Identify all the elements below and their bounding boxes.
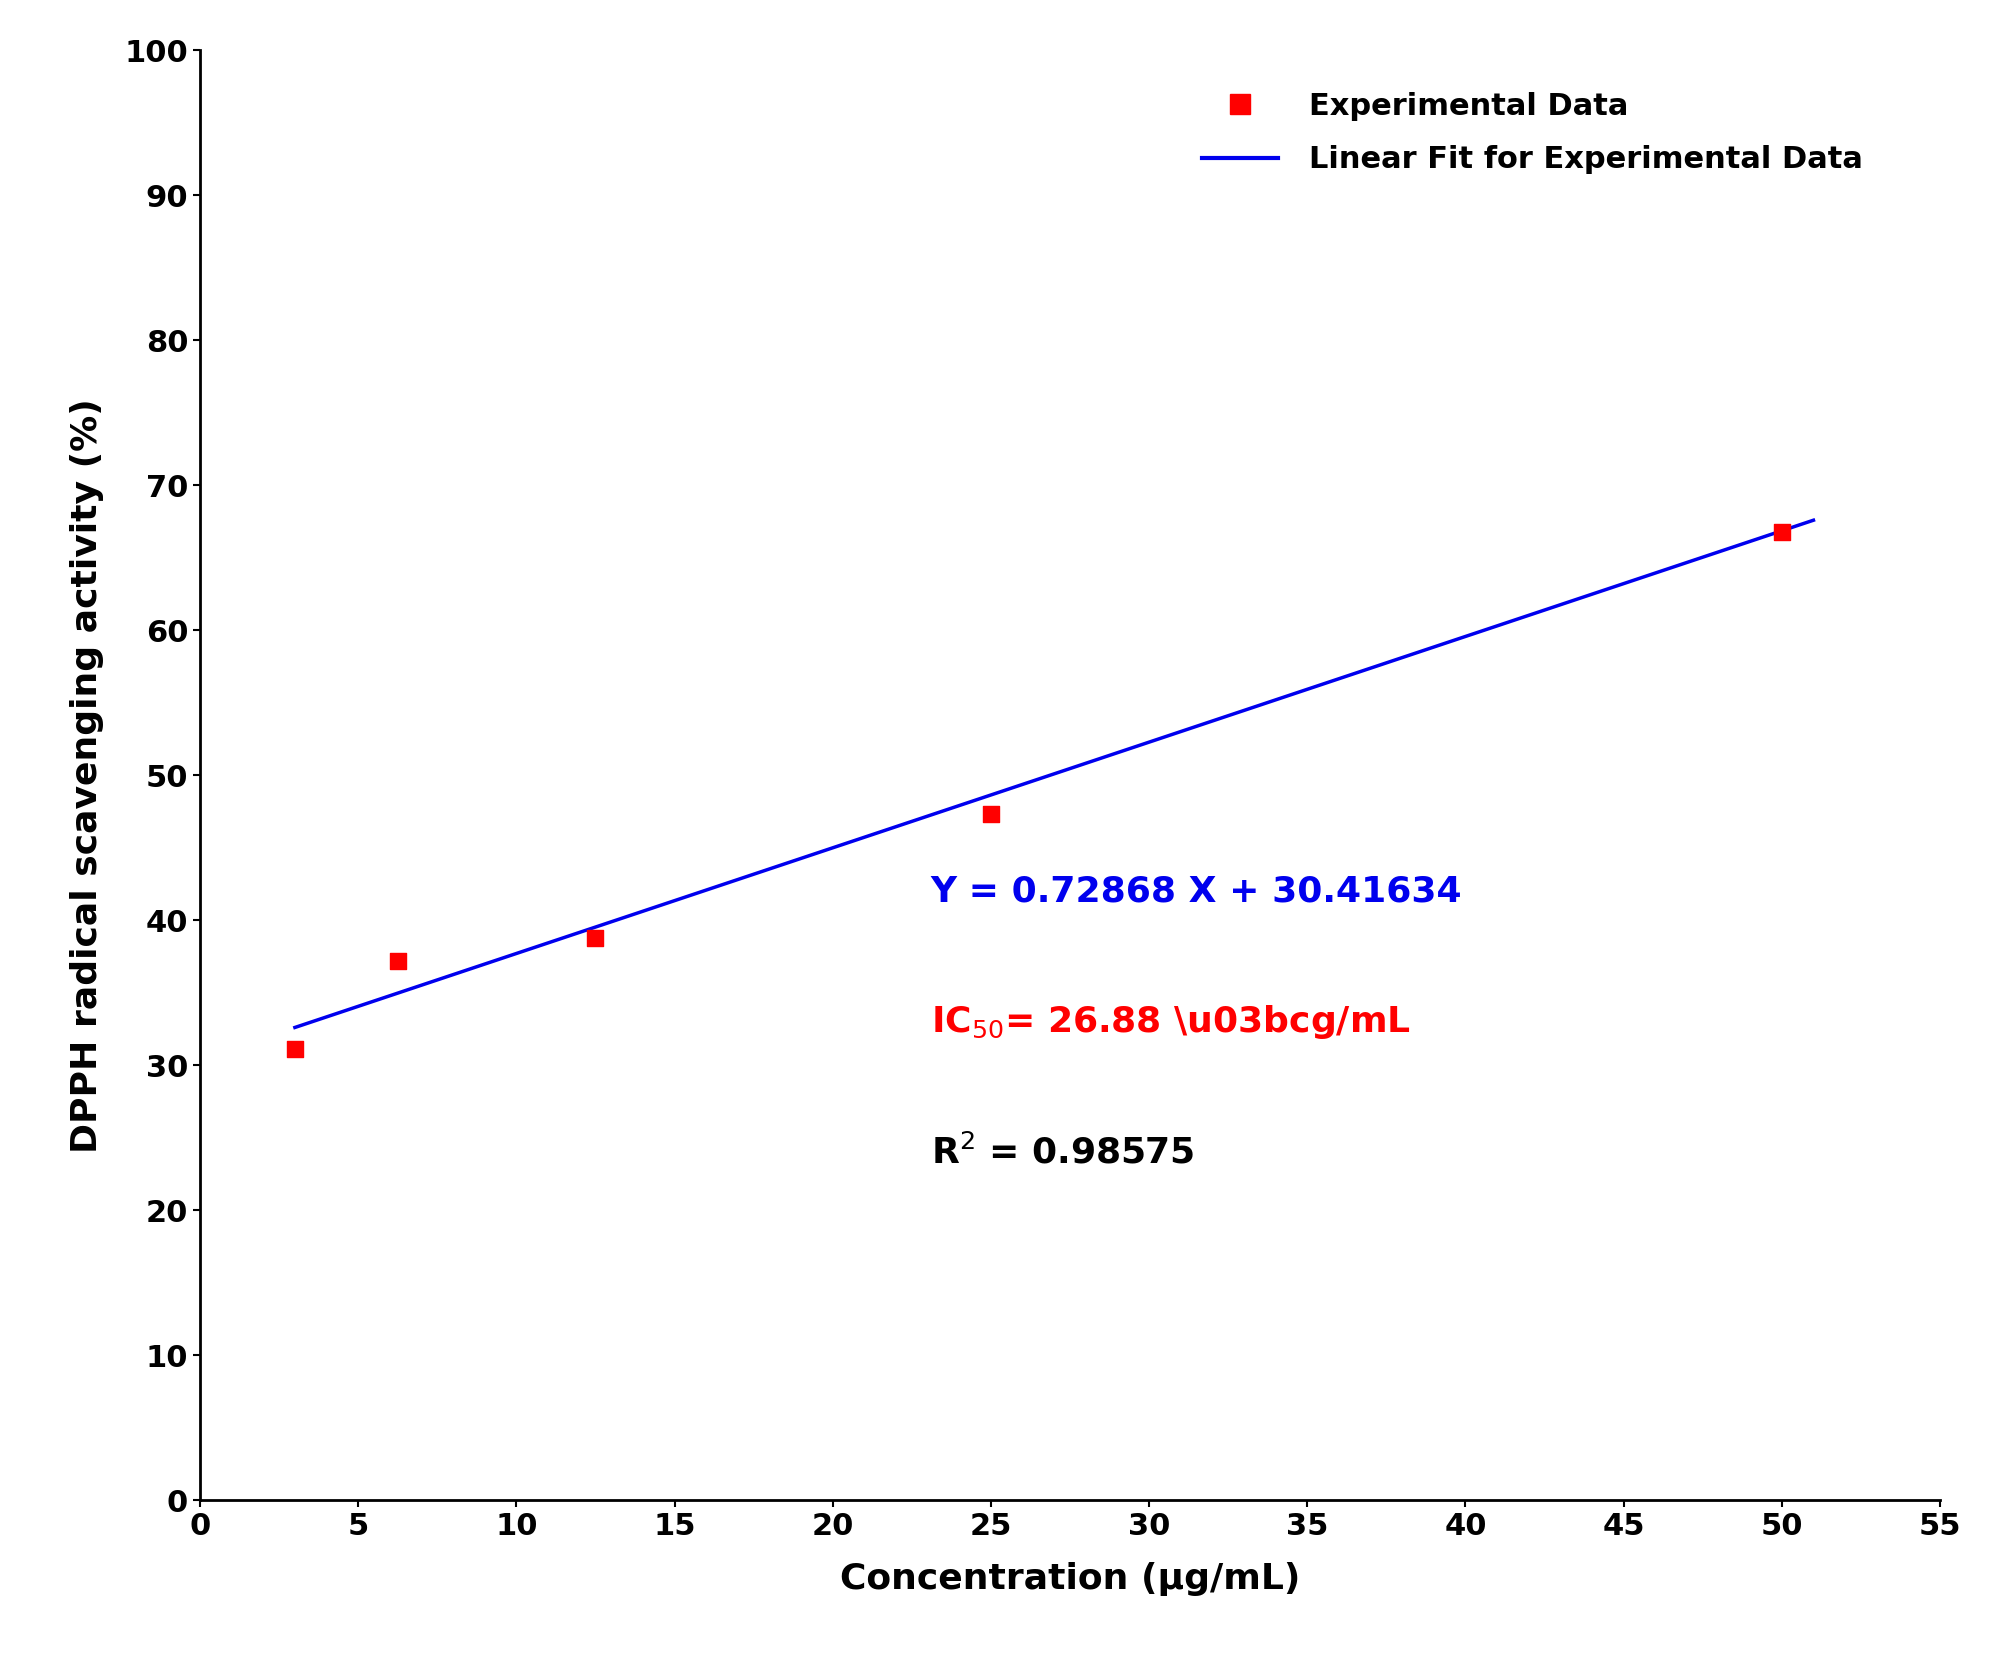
Text: R$^{2}$ = 0.98575: R$^{2}$ = 0.98575 (930, 1134, 1194, 1170)
Linear Fit for Experimental Data (1802, 510, 1826, 530)
Linear Fit for Experimental Data (288, 1015, 312, 1035)
Text: Y = 0.72868 X + 30.41634: Y = 0.72868 X + 30.41634 (930, 874, 1462, 909)
Text: IC$_{50}$= 26.88 \u03bcg/mL: IC$_{50}$= 26.88 \u03bcg/mL (930, 1004, 1410, 1040)
Linear Fit for Experimental Data (1562, 590, 1586, 610)
Experimental Data (580, 924, 612, 950)
Linear Fit for Experimental Data (282, 1017, 306, 1037)
Linear Fit for Experimental Data (1660, 558, 1684, 578)
Legend: Experimental Data, Linear Fit for Experimental Data: Experimental Data, Linear Fit for Experi… (1190, 80, 1874, 187)
X-axis label: Concentration (μg/mL): Concentration (μg/mL) (840, 1562, 1300, 1595)
Experimental Data (974, 800, 1006, 827)
Experimental Data (1766, 518, 1798, 545)
Experimental Data (278, 1035, 310, 1062)
Experimental Data (382, 947, 414, 974)
Linear Fit for Experimental Data (1212, 707, 1236, 727)
Linear Fit for Experimental Data (1182, 717, 1206, 737)
Line: Linear Fit for Experimental Data: Linear Fit for Experimental Data (294, 520, 1814, 1027)
Y-axis label: DPPH radical scavenging activity (%): DPPH radical scavenging activity (%) (70, 398, 104, 1152)
Linear Fit for Experimental Data (1186, 715, 1210, 735)
